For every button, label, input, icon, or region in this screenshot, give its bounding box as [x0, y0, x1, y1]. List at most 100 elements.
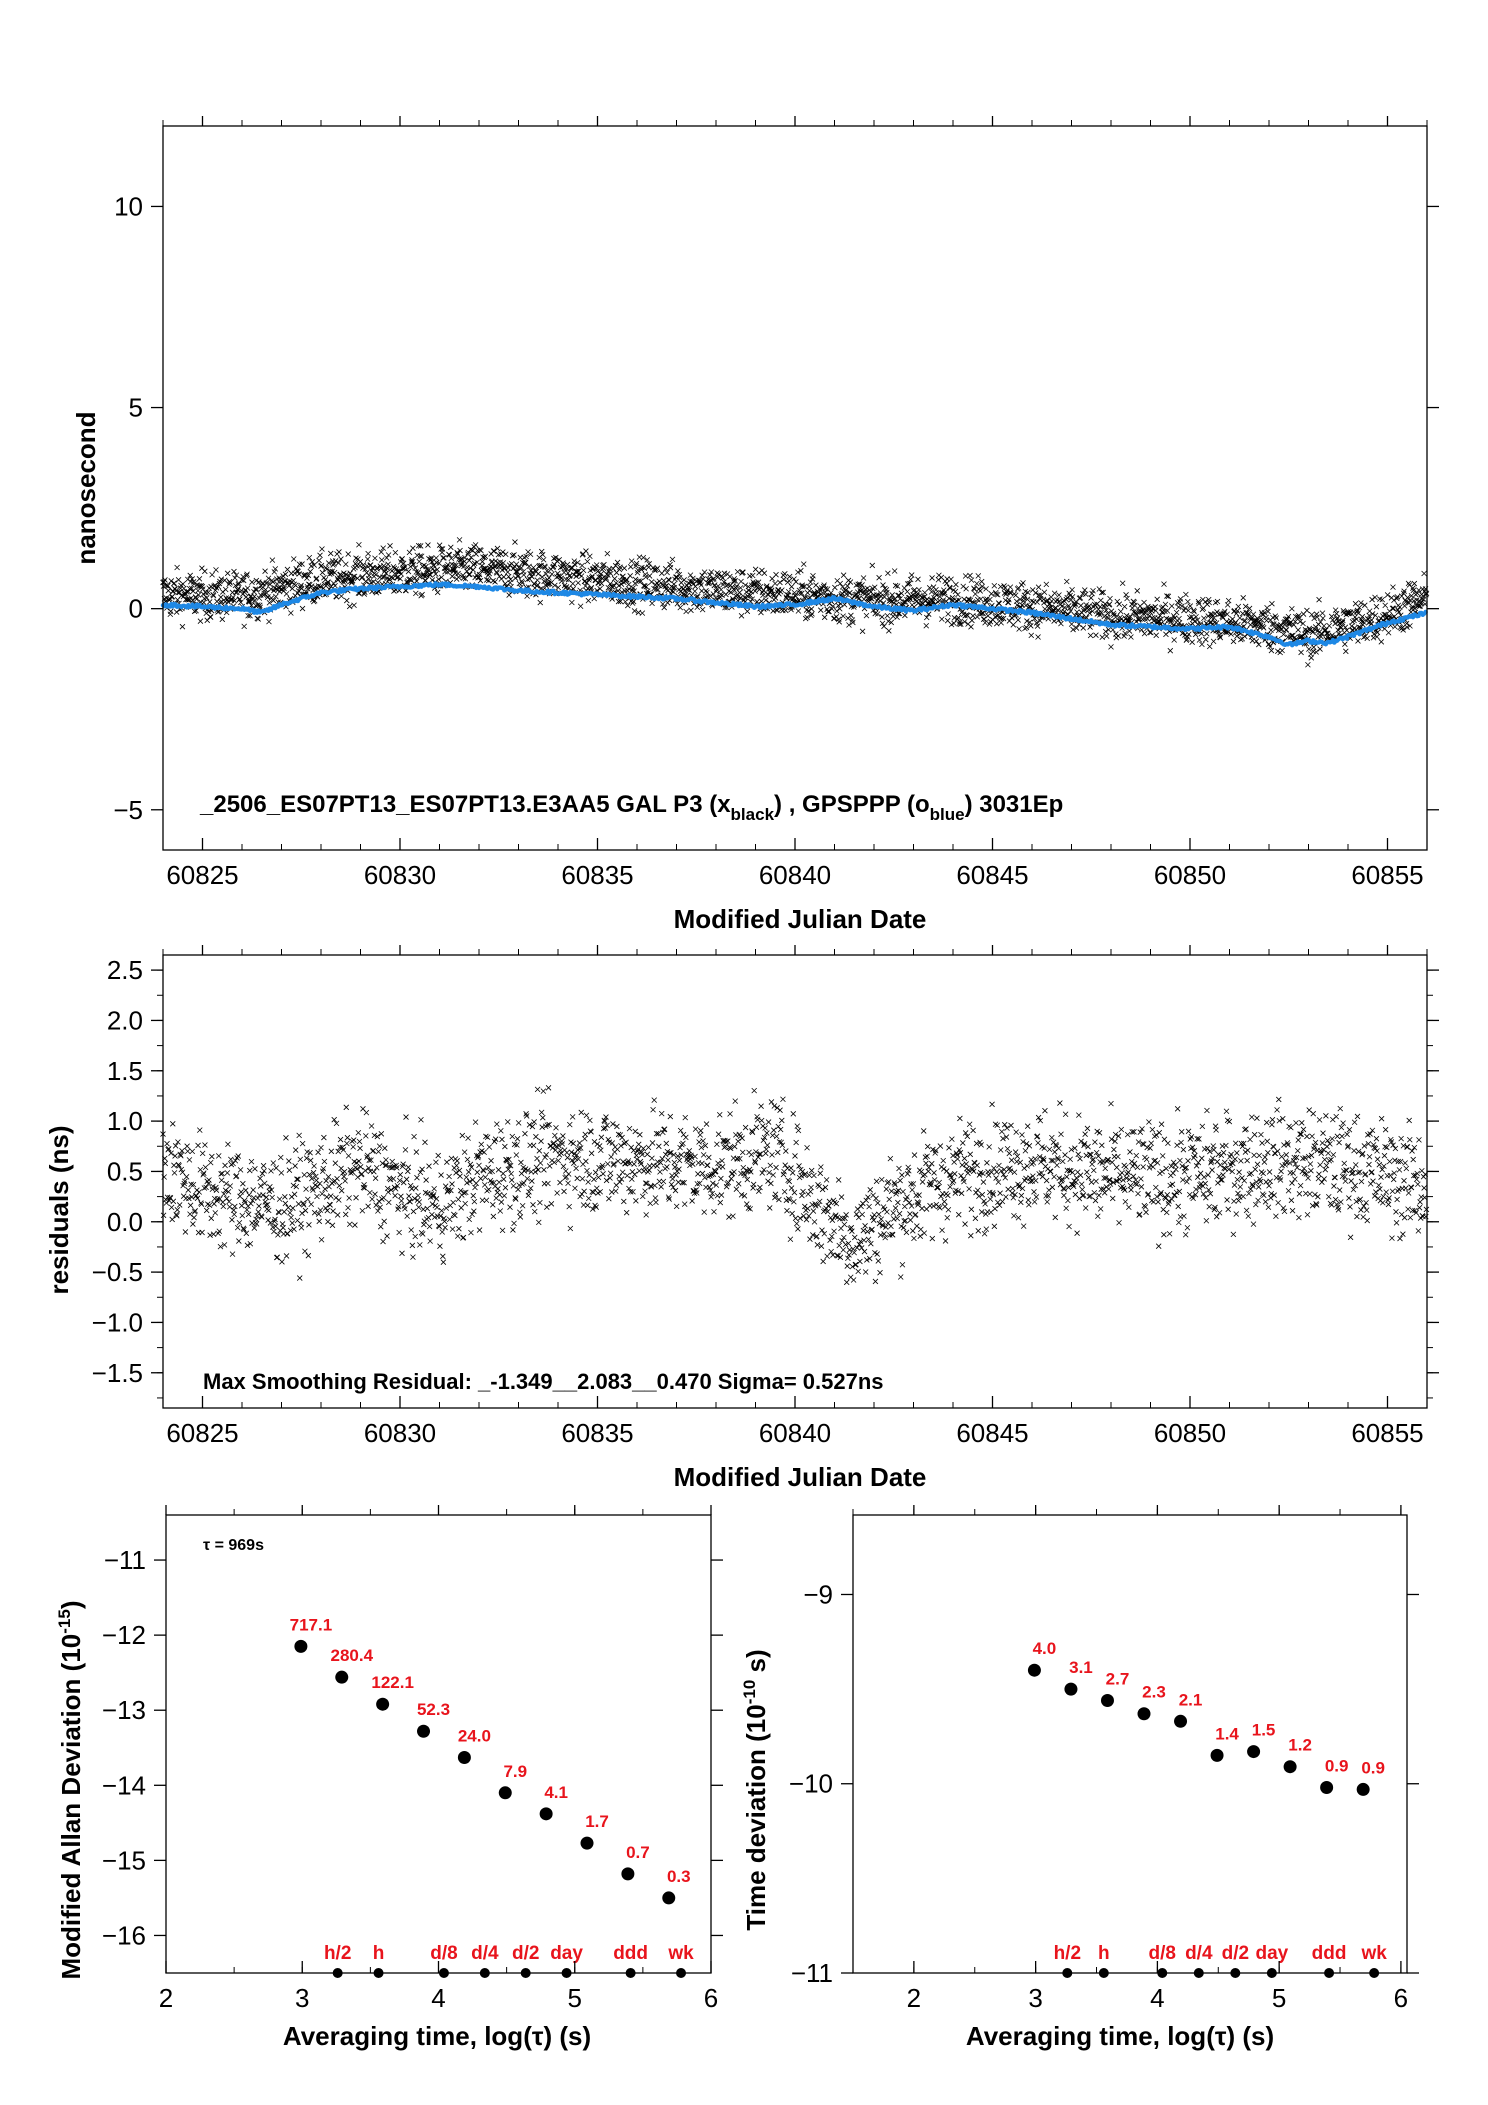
phase-x-point — [631, 588, 637, 594]
phase-x-point — [190, 588, 196, 594]
phase-x-point — [331, 569, 338, 576]
phase-x-point — [281, 585, 287, 592]
phase-x-point — [598, 571, 604, 577]
phase-x-point — [611, 583, 617, 589]
phase-x-point — [260, 592, 267, 599]
phase-x-point — [181, 585, 187, 592]
phase-x-point — [332, 582, 338, 589]
phase-x-point — [308, 563, 315, 569]
phase-x-point — [438, 546, 444, 552]
phase-x-point — [605, 584, 612, 591]
phase-x-point — [615, 598, 622, 605]
phase-x-point — [436, 560, 442, 566]
phase-x-point — [292, 582, 299, 589]
phase-x-point — [305, 572, 312, 579]
phase-x-point — [677, 604, 684, 611]
phase-x-point — [524, 593, 530, 599]
phase-x-point — [455, 574, 462, 581]
phase-x-point — [244, 571, 250, 578]
phase-x-point — [621, 565, 628, 571]
phase-x-point — [505, 573, 512, 580]
phase-x-point — [466, 571, 473, 578]
phase-x-point — [385, 552, 392, 558]
phase-x-point — [175, 577, 182, 583]
phase-x-point — [231, 568, 237, 575]
phase-x-point — [542, 564, 548, 570]
phase-x-point — [607, 570, 614, 577]
phase-x-point — [189, 597, 196, 604]
phase-x-point — [536, 562, 543, 569]
phase-x-point — [299, 561, 305, 567]
phase-x-point — [708, 569, 715, 575]
phase-x-point — [596, 577, 603, 583]
phase-x-point — [625, 581, 632, 588]
phase-x-point — [477, 577, 484, 584]
phase-x-point — [655, 586, 661, 593]
phase-x-point — [432, 571, 439, 577]
phase-x-point — [266, 618, 272, 625]
phase-x-point — [671, 584, 678, 591]
phase-x-point — [266, 599, 273, 606]
phase-x-point — [703, 588, 709, 594]
phase-x-point — [518, 565, 525, 571]
phase-x-point — [413, 578, 420, 585]
phase-x-point — [618, 581, 625, 587]
y-tick-label: 5 — [129, 393, 143, 423]
phase-x-point — [383, 570, 389, 577]
phase-x-point — [512, 539, 518, 545]
phase-x-point — [262, 568, 268, 574]
phase-x-point — [256, 602, 263, 609]
phase-x-point — [494, 545, 501, 552]
phase-x-point — [282, 571, 289, 578]
phase-x-point — [635, 567, 641, 574]
phase-x-point — [701, 569, 708, 575]
phase-x-point — [213, 567, 219, 573]
phase-x-point — [287, 578, 293, 585]
phase-x-point — [252, 586, 259, 592]
phase-x-point — [343, 561, 349, 568]
phase-x-point — [622, 598, 629, 605]
phase-x-point — [307, 568, 314, 575]
phase-x-point — [237, 596, 243, 602]
phase-x-point — [334, 575, 341, 582]
phase-x-point — [361, 591, 368, 597]
phase-x-point — [501, 574, 507, 580]
phase-x-point — [651, 566, 658, 573]
phase-x-point — [574, 559, 581, 566]
phase-x-point — [227, 580, 233, 586]
phase-x-point — [644, 557, 650, 563]
phase-x-point — [235, 581, 242, 588]
phase-x-point — [354, 575, 361, 582]
phase-x-point — [216, 580, 223, 587]
phase-x-point — [466, 557, 473, 564]
phase-x-point — [368, 568, 375, 574]
phase-x-point — [272, 566, 279, 572]
phase-x-point — [194, 582, 200, 588]
phase-x-point — [494, 570, 500, 576]
phase-x-point — [195, 592, 202, 598]
phase-x-point — [233, 572, 240, 578]
phase-x-point — [544, 568, 550, 574]
phase-x-point — [589, 574, 595, 581]
phase-x-point — [604, 550, 611, 557]
phase-x-point — [385, 561, 391, 568]
phase-x-point — [694, 593, 701, 600]
phase-x-point — [381, 574, 387, 580]
phase-x-point — [416, 573, 423, 580]
phase-x-point — [632, 576, 639, 583]
phase-x-point — [653, 586, 659, 593]
phase-x-point — [338, 556, 344, 562]
phase-x-point — [315, 583, 322, 589]
phase-x-point — [669, 588, 675, 594]
phase-x-point — [642, 574, 649, 580]
phase-x-point — [617, 564, 623, 570]
phase-x-point — [290, 577, 297, 584]
phase-x-point — [474, 559, 480, 566]
phase-x-point — [265, 575, 272, 582]
phase-x-point — [247, 612, 253, 619]
phase-x-point — [688, 607, 694, 614]
phase-x-point — [674, 600, 681, 607]
phase-x-point — [218, 576, 225, 582]
phase-x-point — [549, 571, 555, 577]
